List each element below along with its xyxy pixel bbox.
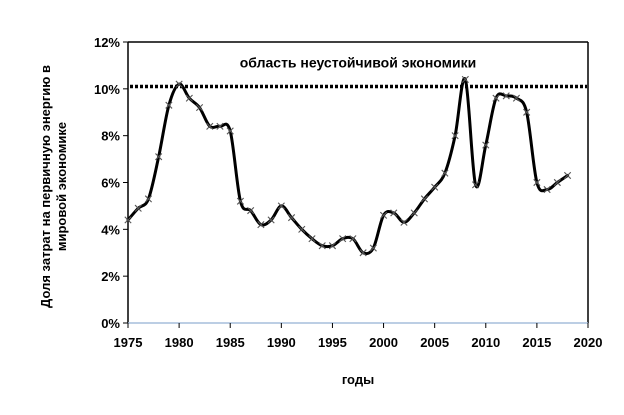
data-point: [134, 204, 142, 212]
y-axis-title: Доля затрат на первичную энергию в миров…: [38, 65, 69, 308]
data-point: [420, 195, 429, 203]
x-tick-label: 1990: [267, 335, 296, 350]
data-point: [206, 122, 214, 130]
data-point: [267, 216, 275, 224]
y-tick-label: 4%: [101, 222, 120, 237]
data-point: [298, 225, 306, 233]
data-point: [431, 183, 439, 191]
data-point: [379, 211, 388, 219]
data-point: [533, 178, 541, 187]
x-axis: 1975 1980 1985 1990 1995 2000 2005 2010 2015 2020: [114, 323, 603, 350]
x-axis-title: годы: [342, 372, 374, 387]
data-point: [502, 92, 510, 100]
data-point: [523, 108, 531, 116]
data-point: [175, 80, 183, 88]
data-point: [155, 153, 163, 161]
data-point: [328, 242, 337, 250]
y-tick-label: 2%: [101, 269, 120, 284]
data-point: [441, 169, 449, 177]
data-point: [247, 207, 255, 215]
data-point: [308, 235, 316, 243]
data-point: [349, 235, 357, 243]
data-point: [257, 221, 265, 229]
data-point: [390, 209, 398, 217]
x-tick-label: 2020: [574, 335, 603, 350]
x-tick-label: 1985: [216, 335, 245, 350]
data-point: [185, 94, 193, 102]
data-point: [195, 103, 204, 112]
threshold-group: область неустойчивой экономики: [130, 54, 587, 89]
x-tick-label: 1975: [114, 335, 143, 350]
y-tick-label: 12%: [94, 35, 120, 50]
data-point: [471, 181, 480, 189]
data-point: [410, 209, 418, 217]
data-point: [512, 94, 521, 102]
y-tick-label: 0%: [101, 316, 120, 331]
y-axis-title-line-1: Доля затрат на первичную энергию в: [38, 65, 53, 308]
data-point: [543, 185, 551, 194]
data-point: [287, 214, 296, 222]
data-point: [236, 197, 245, 205]
series-line: [126, 77, 570, 256]
x-tick-label: 2005: [420, 335, 449, 350]
data-point: [318, 242, 326, 250]
plot-frame: [127, 41, 589, 324]
data-point: [563, 171, 572, 180]
x-tick-label: 2000: [369, 335, 398, 350]
data-point: [553, 178, 561, 187]
x-tick-label: 1980: [165, 335, 194, 350]
x-tick-label: 2015: [522, 335, 551, 350]
data-point: [124, 216, 132, 224]
x-tick-label: 1995: [318, 335, 347, 350]
threshold-label: область неустойчивой экономики: [240, 54, 477, 70]
y-tick-label: 8%: [101, 129, 120, 144]
series-markers: [124, 75, 572, 257]
data-point: [492, 94, 500, 102]
data-point: [461, 75, 469, 84]
data-point: [400, 218, 408, 226]
y-tick-label: 10%: [94, 82, 120, 97]
data-point: [277, 202, 285, 210]
data-point: [216, 122, 224, 130]
data-point: [369, 244, 377, 252]
data-point: [482, 141, 490, 149]
data-point: [359, 249, 367, 257]
data-point: [226, 127, 234, 135]
y-tick-label: 6%: [101, 176, 120, 191]
y-axis: 0% 2% 4% 6% 8% 10% 12%: [94, 35, 128, 331]
series-group: [124, 75, 572, 257]
data-point: [144, 195, 153, 203]
data-point: [451, 132, 459, 140]
data-point: [339, 235, 347, 243]
x-tick-label: 2010: [471, 335, 500, 350]
y-axis-title-line-2: мировой экономике: [54, 122, 69, 251]
data-point: [165, 101, 173, 109]
